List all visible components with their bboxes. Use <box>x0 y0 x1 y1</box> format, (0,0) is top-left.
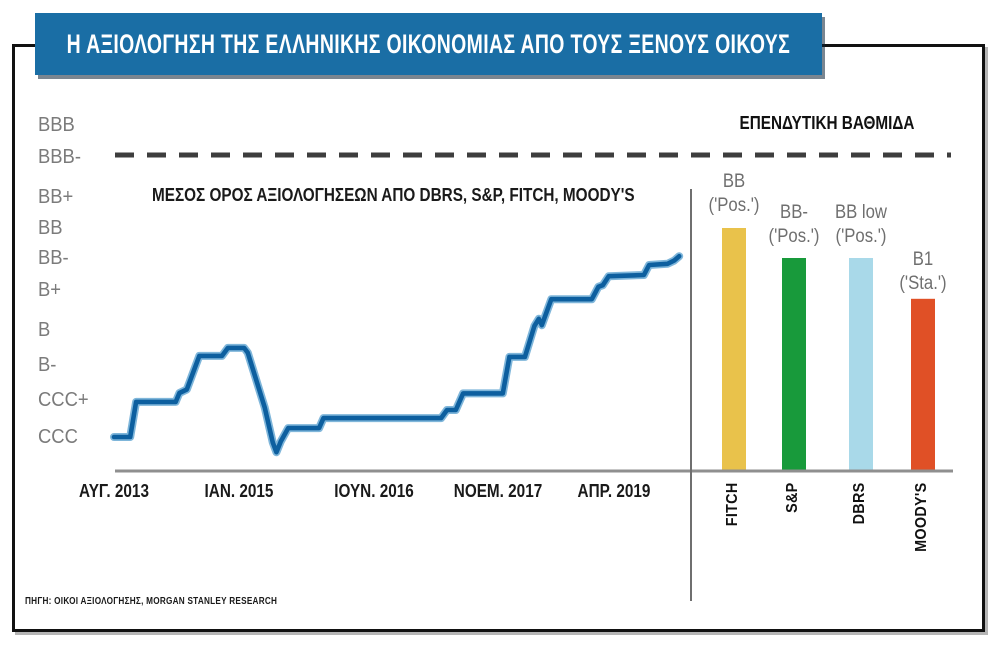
y-axis-label-bbb-minus: BBB- <box>38 146 81 168</box>
x-tick-nov-2017: ΝΟΕΜ. 2017 <box>453 481 543 501</box>
investment-grade-label: ΕΠΕΝΔΥΤΙΚΗ ΒΑΘΜΙΔΑ <box>739 113 915 133</box>
y-axis-label-b-plus: B+ <box>38 279 62 301</box>
bar-label-moodys: B1 ('Sta.') <box>875 248 972 297</box>
y-axis-label-bb: BB <box>38 217 63 239</box>
agency-name-dbrs: DBRS <box>851 482 868 525</box>
average-rating-line <box>111 253 682 455</box>
sp-rating: BB- <box>780 202 808 223</box>
bar-label-sp: BB- ('Pos.') <box>746 201 843 250</box>
y-axis-label-b-minus: B- <box>38 354 57 376</box>
x-tick-aug-2013: ΑΥΓ. 2013 <box>79 481 149 501</box>
bar-sp <box>782 258 806 471</box>
bar-label-dbrs: BB low ('Pos.') <box>813 201 910 250</box>
bar-dbrs <box>849 258 873 471</box>
y-axis-label-bb-plus: BB+ <box>38 186 74 208</box>
x-tick-apr-2019: ΑΠΡ. 2019 <box>577 481 651 501</box>
chart-title-ribbon: Η ΑΞΙΟΛΟΓΗΣΗ ΤΗΣ ΕΛΛΗΝΙΚΗΣ ΟΙΚΟΝΟΜΙΑΣ ΑΠ… <box>35 13 822 75</box>
source-note: ΠΗΓΗ: ΟΙΚΟΙ ΑΞΙΟΛΟΓΗΣΗΣ, MORGAN STANLEY … <box>25 596 278 607</box>
dbrs-rating: BB low <box>834 202 888 223</box>
y-axis-label-bbb: BBB <box>38 114 75 136</box>
fitch-rating: BB <box>722 171 746 192</box>
agency-name-sp: S&P <box>784 482 801 513</box>
outer-frame <box>12 44 985 632</box>
x-tick-jun-2016: ΙΟΥΝ. 2016 <box>334 481 414 501</box>
agency-name-fitch: FITCH <box>724 482 741 527</box>
y-axis-label-b: B <box>38 319 51 341</box>
dbrs-outlook: ('Pos.') <box>835 226 887 248</box>
y-axis-label-bb-minus: BB- <box>38 247 69 269</box>
page-title: Η ΑΞΙΟΛΟΓΗΣΗ ΤΗΣ ΕΛΛΗΝΙΚΗΣ ΟΙΚΟΝΟΜΙΑΣ ΑΠ… <box>66 28 791 59</box>
bar-moodys <box>911 298 935 471</box>
fitch-outlook: ('Pos.') <box>708 195 760 217</box>
line-chart-caption: ΜΕΣΟΣ ΟΡΟΣ ΑΞΙΟΛΟΓΗΣΕΩΝ ΑΠΟ DBRS, S&P, F… <box>152 185 635 205</box>
agency-name-moodys: MOODY'S <box>913 482 930 552</box>
sp-outlook: ('Pos.') <box>768 226 820 248</box>
y-axis-label-ccc: CCC <box>38 426 78 448</box>
y-axis-label-ccc-plus: CCC+ <box>38 389 89 411</box>
bar-label-fitch: BB ('Pos.') <box>686 170 783 219</box>
x-tick-jan-2015: ΙΑΝ. 2015 <box>204 481 274 501</box>
bar-fitch <box>722 228 746 471</box>
moodys-outlook: ('Sta.') <box>899 273 947 295</box>
moodys-rating: B1 <box>912 249 934 270</box>
